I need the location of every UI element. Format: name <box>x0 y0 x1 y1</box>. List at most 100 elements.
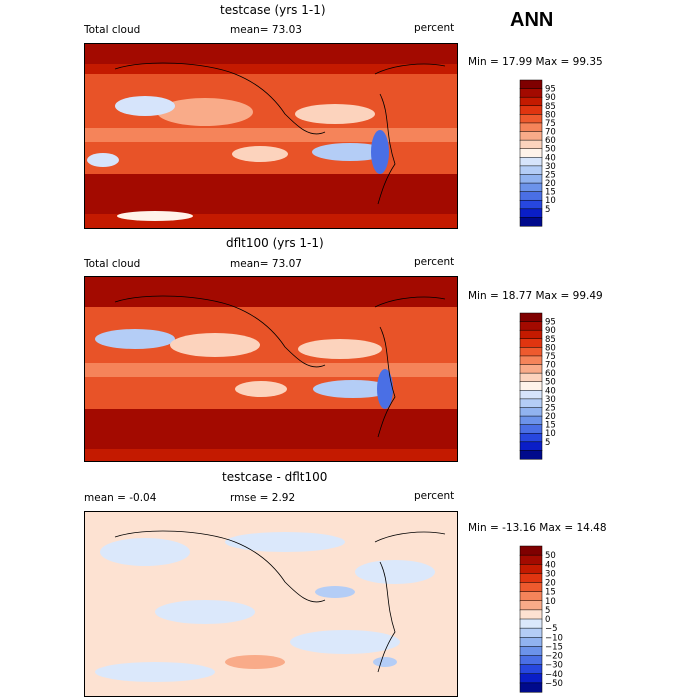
colorbar-tick-label: 30 <box>545 395 556 405</box>
season-label: ANN <box>510 9 554 31</box>
colorbar-swatch <box>519 372 543 383</box>
colorbar-tick-label: 10 <box>545 429 556 439</box>
colorbar-tick-label: 50 <box>545 378 556 388</box>
colorbar-swatch <box>519 450 543 460</box>
colorbar-swatch <box>519 208 543 218</box>
panel3-diff-blob-6 <box>95 662 215 682</box>
panel2-andes-clear <box>377 369 393 409</box>
panel1-itcz-band <box>85 128 457 142</box>
colorbar-swatch <box>519 591 543 602</box>
colorbar-swatch <box>519 673 543 684</box>
panel1-south-atlantic-clear <box>87 153 119 167</box>
colorbar-swatch <box>519 88 543 98</box>
panel3-title: testcase - dflt100 <box>222 470 328 484</box>
colorbar-tick-label: 80 <box>545 343 556 353</box>
panel1-northern-midlat-band <box>85 64 457 74</box>
colorbar-tick-label: 15 <box>545 421 556 431</box>
panel1-south-pacific-clear <box>312 143 388 161</box>
colorbar-swatch <box>519 347 543 357</box>
colorbar-tick-label: −20 <box>545 652 563 662</box>
colorbar-tick-label: 20 <box>545 579 556 589</box>
panel1-colorbar: 95 90 85 80 75 70 60 50 40 30 25 20 15 10 5 <box>519 79 580 227</box>
colorbar-tick-label: 70 <box>545 361 556 371</box>
panel3-diff-blob-9 <box>225 655 285 669</box>
colorbar-tick-label: 90 <box>545 93 556 103</box>
panel3-diff-blob-7 <box>315 586 355 598</box>
panel1-southern-ocean-band <box>85 174 457 214</box>
colorbar-tick-label: 60 <box>545 369 556 379</box>
panel1-sahara-clear <box>115 96 175 116</box>
panel1-units-label: percent <box>414 22 455 34</box>
colorbar-swatch <box>519 682 543 693</box>
colorbar-tick-label: 60 <box>545 136 556 146</box>
colorbar-tick-label: 15 <box>545 188 556 198</box>
panel3-diff-blob-3 <box>355 560 435 584</box>
panel1-subtropic-north-clear <box>157 98 253 126</box>
colorbar-tick-label: −40 <box>545 670 563 680</box>
panel1-australia-clear <box>232 146 288 162</box>
panel1-north-pacific-clear <box>295 104 375 124</box>
colorbar-swatch <box>519 364 543 374</box>
colorbar-swatch <box>519 573 543 584</box>
colorbar-tick-label: 30 <box>545 162 556 172</box>
colorbar-swatch <box>519 312 543 323</box>
colorbar-tick-label: 30 <box>545 569 556 579</box>
colorbar-swatch <box>519 637 543 647</box>
panel1-map <box>84 43 458 229</box>
panel2-title: dflt100 (yrs 1-1) <box>226 236 324 250</box>
colorbar-swatch <box>519 199 543 210</box>
panel1-map-svg <box>85 44 457 228</box>
colorbar-swatch <box>519 329 543 340</box>
colorbar-swatch <box>519 424 543 434</box>
colorbar-tick-label: 85 <box>545 102 556 112</box>
panel2-south-pacific-clear <box>313 380 393 398</box>
colorbar-tick-label: −30 <box>545 661 563 671</box>
colorbar-swatch <box>519 554 543 565</box>
colorbar-tick-label: 95 <box>545 318 556 328</box>
panel3-diff-blob-2 <box>225 532 345 552</box>
panel3-diff-blob-8 <box>373 657 397 667</box>
colorbar-tick-label: 5 <box>545 205 550 215</box>
colorbar-swatch <box>519 646 543 657</box>
panel3-rmse-label: rmse = 2.92 <box>230 492 296 504</box>
panel2-subtropic-north-clear <box>170 333 260 357</box>
panel3-map-svg <box>85 512 457 696</box>
colorbar-swatch <box>519 131 543 141</box>
panel2-antarctic-band <box>85 449 457 461</box>
panel3-diff-blob-1 <box>100 538 190 566</box>
colorbar-tick-label: 25 <box>545 170 556 180</box>
panel2-southern-ocean-band <box>85 409 457 449</box>
panel3-diff-blob-5 <box>290 630 400 654</box>
colorbar-tick-label: 10 <box>545 597 556 607</box>
colorbar-swatch <box>519 664 543 675</box>
colorbar-tick-label: −15 <box>545 642 563 652</box>
colorbar-swatch <box>519 182 543 193</box>
panel2-mean-label: mean= 73.07 <box>230 258 302 270</box>
panel1-antarctic-clear <box>117 211 193 221</box>
colorbar-tick-label: 0 <box>545 615 550 625</box>
panel2-sahara-clear <box>95 329 175 349</box>
colorbar-swatch <box>519 191 543 201</box>
colorbar-tick-label: 5 <box>545 438 550 448</box>
colorbar-swatch <box>519 627 543 638</box>
colorbar-swatch <box>519 398 543 409</box>
colorbar-tick-label: 75 <box>545 119 556 129</box>
colorbar-swatch <box>519 321 543 331</box>
colorbar-swatch <box>519 432 543 443</box>
colorbar-swatch <box>519 390 543 400</box>
colorbar-tick-label: 20 <box>545 179 556 189</box>
panel3-minmax-label: Min = -13.16 Max = 14.48 <box>468 522 607 534</box>
colorbar-swatch <box>519 655 543 666</box>
panel2-variable-label: Total cloud <box>84 258 141 270</box>
colorbar-tick-label: 50 <box>545 145 556 155</box>
colorbar-swatch <box>519 338 543 348</box>
panel2-arctic-band <box>85 277 457 307</box>
panel1-title: testcase (yrs 1-1) <box>220 3 326 17</box>
panel1-minmax-label: Min = 17.99 Max = 99.35 <box>468 56 603 68</box>
colorbar-swatch <box>519 139 543 150</box>
colorbar-swatch <box>519 174 543 184</box>
colorbar-tick-label: 80 <box>545 110 556 120</box>
